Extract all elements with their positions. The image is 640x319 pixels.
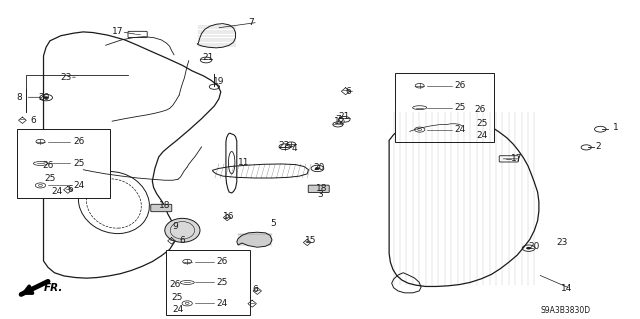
Text: 19: 19 <box>213 77 225 86</box>
Ellipse shape <box>165 218 200 242</box>
Text: 12: 12 <box>334 117 346 126</box>
Bar <box>17 129 110 198</box>
Text: 3: 3 <box>317 190 323 199</box>
Text: 20: 20 <box>529 242 540 251</box>
Text: 24: 24 <box>477 131 488 140</box>
Text: 23: 23 <box>557 238 568 247</box>
Text: 6: 6 <box>30 116 36 125</box>
Text: 26: 26 <box>454 81 466 90</box>
Text: 16: 16 <box>223 212 234 221</box>
Circle shape <box>526 247 531 249</box>
Text: 18: 18 <box>159 201 170 210</box>
Text: 21: 21 <box>338 112 349 121</box>
Circle shape <box>315 167 320 170</box>
Text: 6: 6 <box>346 87 351 96</box>
Text: 15: 15 <box>305 236 316 245</box>
Text: 26: 26 <box>474 105 486 114</box>
Text: 2: 2 <box>595 142 601 151</box>
Text: 24: 24 <box>454 125 466 134</box>
Text: 8: 8 <box>16 93 22 102</box>
FancyBboxPatch shape <box>151 204 172 212</box>
Text: 24: 24 <box>216 299 228 308</box>
Text: FR.: FR. <box>44 283 63 293</box>
Text: 14: 14 <box>561 284 573 293</box>
Polygon shape <box>237 232 272 247</box>
Text: 21: 21 <box>202 53 214 62</box>
Text: 20: 20 <box>38 93 50 102</box>
Text: 11: 11 <box>238 158 250 167</box>
Text: 4: 4 <box>291 144 297 153</box>
Text: 9: 9 <box>173 222 179 231</box>
Text: 25: 25 <box>172 293 183 302</box>
Text: 25: 25 <box>477 119 488 128</box>
Text: 26: 26 <box>169 280 180 289</box>
Text: 24: 24 <box>173 305 184 314</box>
FancyBboxPatch shape <box>308 185 329 193</box>
Text: S9A3B3830D: S9A3B3830D <box>541 306 591 315</box>
Text: 20: 20 <box>314 163 325 172</box>
Text: 26: 26 <box>42 161 54 170</box>
Text: 22: 22 <box>278 141 290 150</box>
Text: 5: 5 <box>270 219 276 228</box>
Text: 17: 17 <box>112 27 124 36</box>
Text: 25: 25 <box>216 278 228 287</box>
Bar <box>166 250 250 315</box>
Text: 17: 17 <box>511 154 522 163</box>
Text: 25: 25 <box>73 159 84 168</box>
Text: 23: 23 <box>60 73 72 82</box>
Text: 6: 6 <box>252 285 258 294</box>
Text: 25: 25 <box>45 174 56 183</box>
Text: 7: 7 <box>335 115 341 124</box>
Text: 24: 24 <box>73 181 84 190</box>
Text: 1: 1 <box>613 123 619 132</box>
Text: 18: 18 <box>316 184 328 193</box>
Text: 26: 26 <box>73 137 84 146</box>
Text: 7: 7 <box>248 18 254 27</box>
Text: 25: 25 <box>454 103 466 112</box>
Bar <box>395 73 494 142</box>
Text: 26: 26 <box>216 257 228 266</box>
Polygon shape <box>226 133 237 193</box>
Text: 24: 24 <box>51 187 63 196</box>
Polygon shape <box>389 111 539 286</box>
Circle shape <box>44 96 49 99</box>
Text: 6: 6 <box>179 236 185 245</box>
Text: 6: 6 <box>68 185 74 194</box>
